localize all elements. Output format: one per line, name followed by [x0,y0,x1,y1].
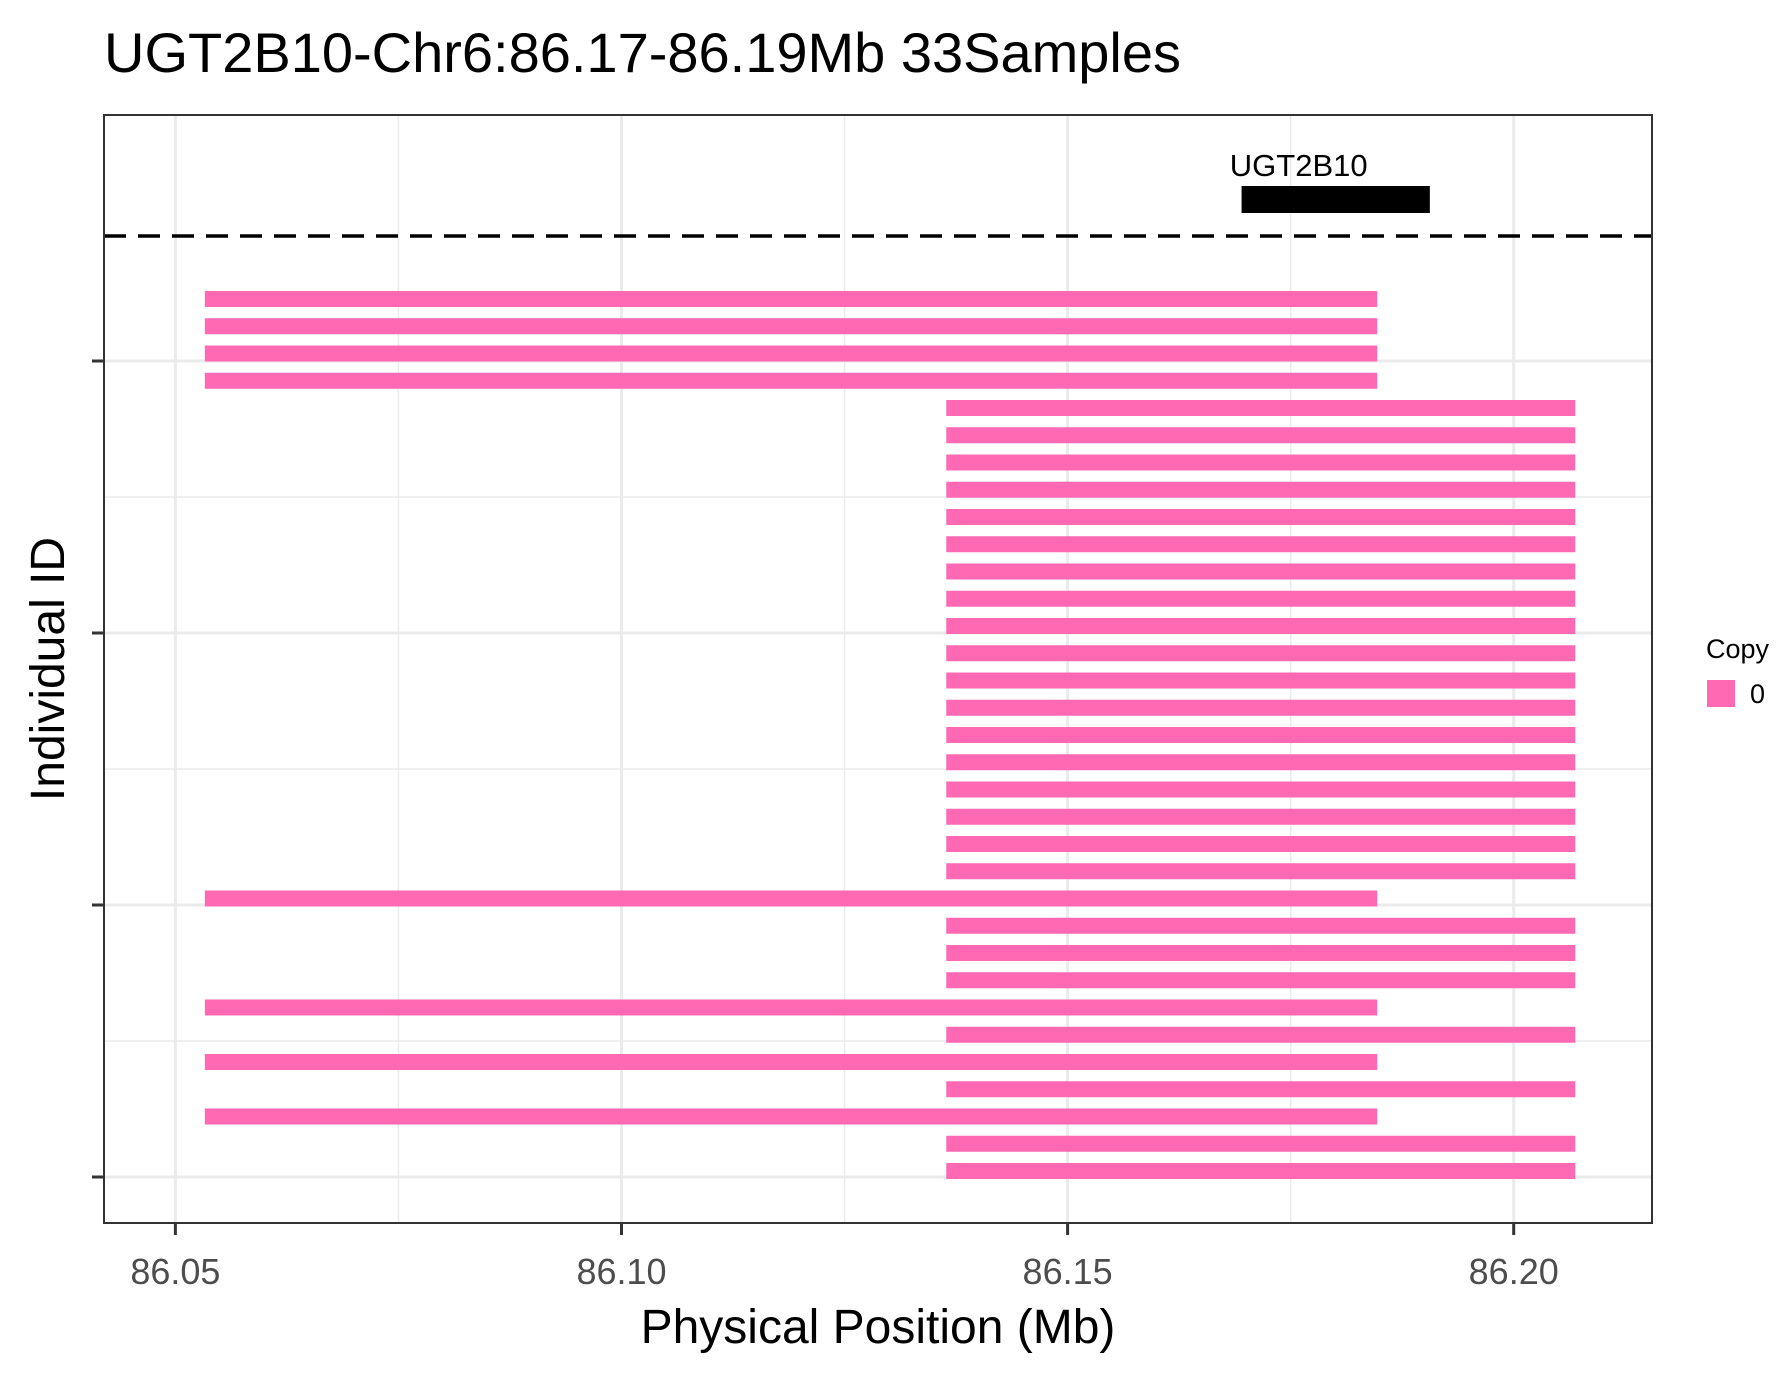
x-tick-label: 86.15 [1023,1251,1113,1292]
segment-bar [946,400,1576,416]
segment-bar [204,1054,1378,1070]
x-tick-label: 86.05 [130,1251,220,1292]
chart-title: UGT2B10-Chr6:86.17-86.19Mb 33Samples [104,21,1181,84]
segment-bar [946,1135,1576,1152]
segment-bar [946,618,1576,634]
segment-bar [946,1026,1576,1043]
gene-label: UGT2B10 [1230,148,1368,183]
segment-bar [946,672,1576,689]
segment-bar [946,972,1576,989]
gene-bar [1241,186,1430,213]
legend-label: 0 [1750,679,1765,709]
segment-bar [946,699,1576,716]
segment-bar [946,481,1576,498]
legend: Copy 0 [1706,634,1770,709]
y-axis-title: Individual ID [22,537,75,801]
plot-panel-border [103,114,1653,1224]
x-axis-ticks [173,1223,1516,1235]
segment-bar [946,454,1576,471]
segment-bar [946,808,1576,825]
segment-bar [204,890,1378,907]
legend-title: Copy [1706,634,1770,664]
x-tick-label: 86.20 [1469,1251,1559,1292]
segment-bar [946,727,1576,743]
segment-bar [204,291,1378,307]
segment-bar [946,536,1576,553]
segment-bar [204,345,1378,362]
segment-bar [946,754,1576,771]
segment-bar [946,836,1576,852]
segment-bar [946,1163,1576,1179]
segment-bar [946,509,1576,525]
segment-bar [946,590,1576,607]
y-axis-ticks [92,359,104,1179]
segment-bar [204,318,1378,335]
segment-bar [946,945,1576,961]
x-tick-label: 86.10 [576,1251,666,1292]
segment-bar [946,917,1576,934]
segment-bar [946,645,1576,662]
segment-bar [946,1081,1576,1098]
segment-bar [204,999,1378,1016]
segments-layer [204,291,1576,1179]
segment-bar [946,563,1576,580]
segment-bar [946,781,1576,798]
segment-bar [946,863,1576,880]
segment-bar [204,372,1378,389]
x-axis-tick-labels: 86.05 86.10 86.15 86.20 [130,1251,1558,1292]
legend-swatch [1707,680,1735,707]
segment-bar [204,1108,1378,1125]
segment-bar [946,427,1576,444]
x-axis-title: Physical Position (Mb) [641,1301,1116,1354]
